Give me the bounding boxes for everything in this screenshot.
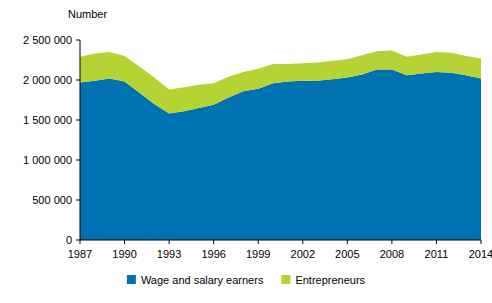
- marks: [80, 50, 481, 240]
- area-series: [80, 70, 481, 240]
- y-tick: [76, 80, 80, 81]
- y-tick: [76, 40, 80, 41]
- x-tick: [213, 240, 214, 244]
- x-tick: [80, 240, 81, 244]
- x-tick-label: 1990: [112, 248, 136, 260]
- x-tick: [391, 240, 392, 244]
- y-tick-label: 2 500 000: [23, 34, 72, 46]
- legend-label: Wage and salary earners: [141, 274, 264, 286]
- x-tick-label: 1993: [157, 248, 181, 260]
- x-tick-label: 1996: [201, 248, 225, 260]
- y-axis-label: Number: [68, 8, 107, 20]
- chart: Number 0 500 000 1 000 000 1 500 000 2 000 00…: [0, 0, 492, 303]
- x-tick-label: 2008: [380, 248, 404, 260]
- y-tick: [76, 160, 80, 161]
- x-tick: [124, 240, 125, 244]
- legend-item: Wage and salary earners: [127, 274, 264, 286]
- x-tick-label: 2011: [425, 248, 449, 260]
- x-tick-label: 2014: [469, 248, 492, 260]
- y-tick-label: 1 000 000: [23, 154, 72, 166]
- x-tick-label: 2005: [335, 248, 359, 260]
- x-tick: [347, 240, 348, 244]
- legend-label: Entrepreneurs: [295, 274, 365, 286]
- y-tick: [76, 240, 80, 241]
- y-axis-line: [80, 40, 81, 240]
- y-tick-label: 500 000: [32, 194, 72, 206]
- y-tick: [76, 200, 80, 201]
- x-tick: [436, 240, 437, 244]
- x-tick: [169, 240, 170, 244]
- legend-swatch: [127, 275, 136, 284]
- x-tick: [481, 240, 482, 244]
- y-tick-label: 2 000 000: [23, 74, 72, 86]
- y-tick-label: 0: [66, 234, 72, 246]
- x-axis-line: [80, 240, 481, 241]
- y-tick-label: 1 500 000: [23, 114, 72, 126]
- x-tick-label: 2002: [291, 248, 315, 260]
- x-tick-label: 1999: [246, 248, 270, 260]
- x-tick: [302, 240, 303, 244]
- y-tick: [76, 120, 80, 121]
- legend: Wage and salary earners Entrepreneurs: [127, 274, 366, 286]
- legend-swatch: [281, 275, 290, 284]
- area-series: [80, 50, 481, 113]
- x-tick-label: 1987: [68, 248, 92, 260]
- legend-item: Entrepreneurs: [281, 274, 365, 286]
- x-tick: [258, 240, 259, 244]
